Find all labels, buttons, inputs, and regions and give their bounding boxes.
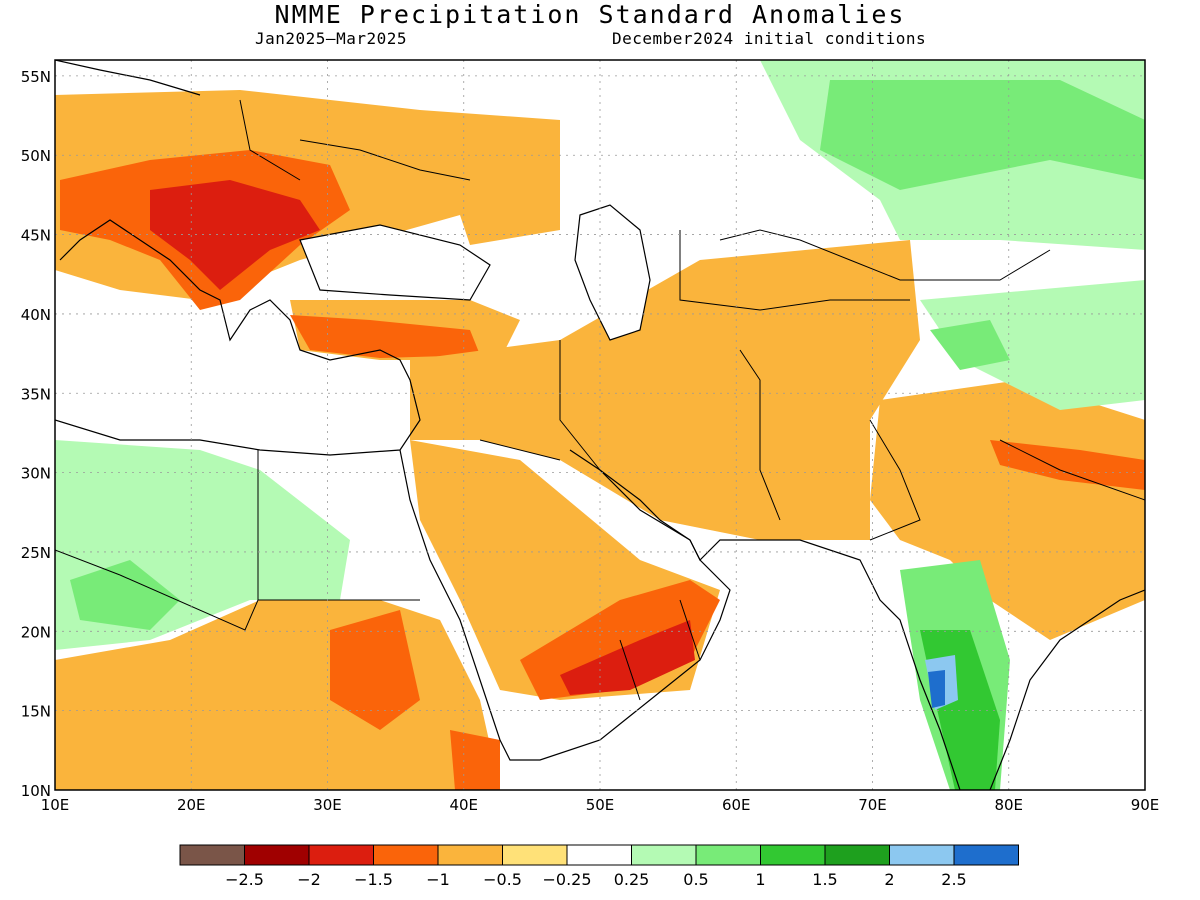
color-legend: −2.5 −2 −1.5 −1 −0.5 −0.25 0.25 0.5 1 1.5 2 2.5 [179, 844, 1019, 889]
wettest-india-core [928, 670, 945, 708]
y-tick-label: 25N [21, 544, 51, 562]
black-sea [300, 225, 490, 300]
legend-swatch [566, 844, 632, 866]
legend-swatch [889, 844, 955, 866]
legend-label: 1.5 [812, 870, 837, 889]
drier-africa-region [330, 610, 420, 730]
plot-frame [54, 59, 1146, 791]
x-axis-labels: 10E 20E 30E 40E 50E 60E 70E 80E 90E [41, 796, 1160, 814]
x-tick-label: 30E [313, 796, 342, 814]
legend-swatch [244, 844, 310, 866]
legend-label: −1 [426, 870, 450, 889]
legend-label: 1 [755, 870, 765, 889]
drier-ethiopia-region [450, 730, 500, 790]
anomaly-field [55, 60, 1145, 790]
x-tick-label: 40E [449, 796, 478, 814]
y-tick-label: 30N [21, 465, 51, 483]
forecast-period: Jan2025–Mar2025 [255, 29, 407, 48]
driest-arabia-region [560, 620, 695, 695]
dry-india-region [870, 380, 1145, 640]
x-tick-label: 50E [586, 796, 615, 814]
initial-conditions: December2024 initial conditions [612, 29, 927, 48]
y-tick-label: 40N [21, 306, 51, 324]
x-tick-label: 60E [722, 796, 751, 814]
legend-swatch [437, 844, 503, 866]
x-tick-label: 80E [994, 796, 1023, 814]
legend-label: −1.5 [354, 870, 393, 889]
legend-label: −0.5 [483, 870, 522, 889]
legend-swatch [695, 844, 761, 866]
y-tick-label: 35N [21, 385, 51, 403]
drier-turkey-region [290, 315, 480, 358]
dry-middle-east-region [410, 240, 920, 540]
y-tick-label: 55N [21, 68, 51, 86]
y-tick-label: 50N [21, 147, 51, 165]
legend-label: 0.5 [683, 870, 708, 889]
wet-tibet-region [920, 280, 1145, 410]
map-title: NMME Precipitation Standard Anomalies [274, 0, 906, 29]
driest-balkans-region [150, 180, 320, 290]
y-tick-label: 15N [21, 703, 51, 721]
wetter-central-asia-region [820, 80, 1145, 190]
x-tick-label: 90E [1131, 796, 1160, 814]
coastlines [55, 60, 1145, 790]
legend-label: −0.25 [542, 870, 591, 889]
legend-swatch [308, 844, 374, 866]
legend-label: −2.5 [225, 870, 264, 889]
y-tick-label: 10N [21, 782, 51, 800]
legend-swatch [179, 844, 245, 866]
wetter-tibet-region [930, 320, 1010, 370]
legend-swatch [953, 844, 1019, 866]
legend-swatch [824, 844, 890, 866]
y-tick-label: 45N [21, 227, 51, 245]
legend-label: 0.25 [614, 870, 650, 889]
y-tick-label: 20N [21, 623, 51, 641]
wetter-north-africa-region [70, 560, 180, 630]
y-axis-labels: 10N 15N 20N 25N 30N 35N 40N 45N 50N 55N [21, 68, 51, 800]
x-tick-label: 20E [177, 796, 206, 814]
grid-lines [55, 60, 1145, 790]
legend-swatch [502, 844, 568, 866]
legend-swatch [631, 844, 697, 866]
legend-label: 2.5 [941, 870, 966, 889]
x-tick-label: 70E [858, 796, 887, 814]
legend-label: 2 [884, 870, 894, 889]
legend-swatch [760, 844, 826, 866]
caspian-sea [575, 205, 650, 340]
legend-label: −2 [297, 870, 321, 889]
country-borders [55, 99, 1145, 701]
legend-swatch [373, 844, 439, 866]
drier-himalaya-region [990, 440, 1145, 490]
x-tick-label: 10E [41, 796, 70, 814]
